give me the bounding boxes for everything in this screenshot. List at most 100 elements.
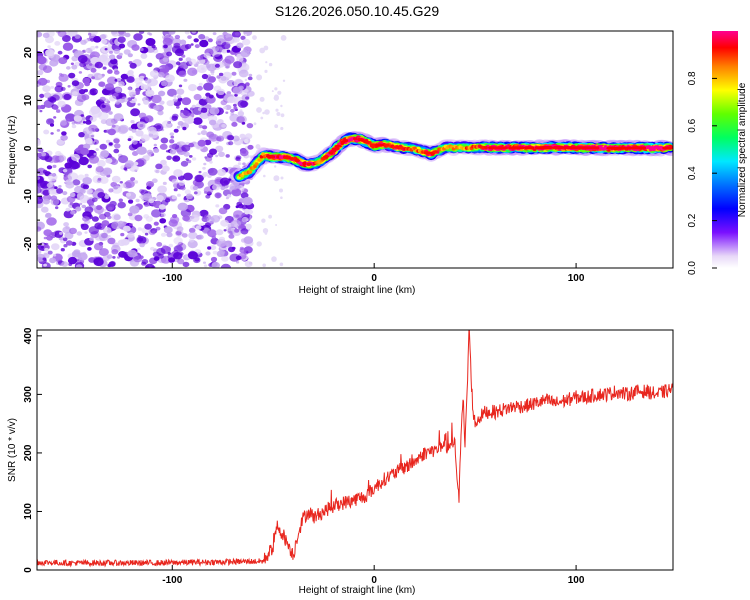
noise-blob: [145, 216, 153, 222]
noise-blob: [223, 229, 227, 232]
top-x-tick-label: -100: [162, 273, 182, 284]
noise-blob: [81, 204, 87, 209]
noise-blob: [256, 107, 262, 113]
ridge-peak: [544, 145, 554, 150]
noise-blob: [45, 49, 55, 57]
noise-blob: [109, 95, 117, 102]
noise-blob: [193, 191, 198, 195]
noise-blob: [133, 254, 143, 263]
noise-blob: [245, 96, 250, 100]
noise-blob: [244, 33, 247, 37]
noise-blob: [181, 144, 191, 152]
noise-blob: [63, 222, 69, 227]
noise-blob: [203, 261, 206, 264]
noise-blob: [198, 124, 203, 129]
noise-blob: [131, 128, 137, 133]
noise-blob: [208, 133, 219, 142]
noise-blob: [78, 132, 85, 138]
top-x-tick-label: 100: [568, 273, 585, 284]
noise-blob: [218, 207, 228, 215]
noise-blob: [197, 55, 204, 61]
noise-blob: [171, 195, 177, 200]
noise-blob: [133, 180, 139, 184]
bottom-y-tick-label: 300: [23, 386, 34, 403]
noise-blob: [90, 38, 95, 42]
noise-blob: [173, 252, 183, 260]
noise-blob: [169, 139, 175, 144]
noise-blob: [151, 94, 162, 104]
noise-blob: [259, 96, 265, 102]
noise-blob: [107, 215, 112, 220]
noise-blob: [151, 44, 156, 49]
noise-blob: [60, 120, 67, 126]
noise-blob: [43, 129, 50, 135]
noise-blob: [279, 188, 283, 193]
noise-blob: [244, 208, 250, 215]
noise-blob: [214, 47, 220, 52]
noise-blob: [244, 78, 248, 82]
noise-blob: [280, 35, 287, 41]
noise-blob: [213, 54, 223, 62]
noise-blob: [71, 153, 81, 162]
noise-blob: [181, 97, 192, 106]
noise-blob: [43, 229, 52, 237]
noise-blob: [90, 90, 97, 96]
noise-blob: [192, 107, 203, 115]
noise-blob: [200, 130, 208, 136]
noise-blob: [220, 263, 231, 268]
noise-blob: [185, 158, 189, 161]
noise-blob: [67, 256, 78, 265]
noise-blob: [136, 146, 147, 155]
noise-blob: [158, 204, 166, 210]
noise-blob: [160, 232, 167, 237]
noise-blob: [139, 195, 143, 199]
noise-blob: [105, 157, 113, 164]
noise-blob: [44, 155, 53, 163]
noise-blob: [79, 195, 90, 204]
top-y-tick-label: 20: [23, 47, 34, 59]
noise-blob: [124, 180, 135, 189]
noise-blob: [84, 49, 89, 53]
noise-blob: [46, 217, 57, 226]
noise-blob: [160, 137, 169, 144]
ridge-peak: [529, 146, 535, 150]
noise-blob: [38, 63, 48, 71]
noise-blob: [183, 172, 193, 181]
noise-blob: [127, 53, 133, 58]
noise-blob: [182, 261, 190, 268]
noise-blob: [231, 71, 237, 76]
noise-blob: [75, 206, 82, 212]
noise-blob: [133, 33, 143, 41]
noise-blob: [149, 70, 159, 78]
noise-blob: [121, 96, 129, 103]
noise-blob: [135, 198, 140, 203]
noise-blob: [37, 56, 47, 65]
noise-blob: [123, 225, 131, 232]
noise-blob: [84, 134, 90, 139]
noise-blob: [37, 187, 42, 194]
ridge-cell: [258, 158, 262, 162]
noise-blob: [216, 250, 225, 257]
noise-blob: [97, 192, 106, 199]
noise-blob: [157, 110, 164, 116]
noise-blob: [128, 89, 136, 96]
noise-blob: [184, 43, 192, 50]
ridge-cell: [261, 152, 265, 156]
noise-blob: [138, 112, 147, 119]
noise-blob: [217, 168, 226, 177]
noise-blob: [151, 178, 158, 183]
noise-blob: [131, 139, 138, 145]
noise-blob: [175, 230, 182, 236]
noise-blob: [118, 31, 125, 35]
noise-blob: [260, 116, 264, 120]
noise-blob: [85, 216, 90, 221]
noise-blob: [123, 49, 131, 55]
noise-blob: [37, 179, 47, 188]
chart-title: S126.2026.050.10.45.G29: [275, 3, 439, 19]
noise-blob: [177, 97, 183, 102]
noise-blob: [166, 51, 173, 57]
noise-blob: [159, 100, 165, 105]
noise-blob: [73, 115, 82, 122]
noise-blob: [214, 63, 220, 68]
noise-blob: [157, 185, 168, 194]
